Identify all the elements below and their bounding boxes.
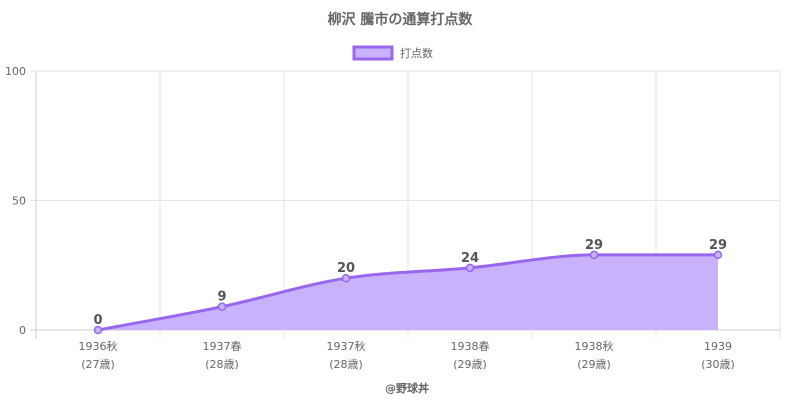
data-label-1: 9 — [217, 290, 226, 305]
data-point-2 — [341, 273, 351, 283]
x-tick-age-5: (30歳) — [701, 358, 735, 371]
x-tick-label-4: 1938秋 — [575, 339, 614, 353]
data-point-5 — [713, 250, 723, 260]
data-labels: 0 9 20 24 29 29 — [93, 238, 727, 328]
x-axis: 1936秋 (27歳) 1937春 (28歳) 1937秋 (28歳) 1938春 (29歳)… — [79, 339, 735, 371]
y-tick-label-50: 50 — [12, 195, 26, 208]
legend-swatch — [352, 45, 394, 61]
y-tick-label-0: 0 — [19, 324, 26, 337]
x-tick-age-0: (27歳) — [81, 358, 115, 371]
credit-text: @野球丼 — [385, 381, 429, 395]
data-label-3: 24 — [461, 251, 479, 266]
x-tick-age-1: (28歳) — [205, 358, 239, 371]
data-label-4: 29 — [585, 238, 603, 253]
series-打点数 — [93, 250, 723, 335]
x-tick-age-2: (28歳) — [329, 358, 363, 371]
data-point-4 — [589, 250, 599, 260]
x-tick-age-3: (29歳) — [453, 358, 487, 371]
x-tick-label-5: 1939 — [704, 340, 732, 353]
data-label-5: 29 — [709, 238, 727, 253]
chart-title: 柳沢 騰市の通算打点数 — [328, 11, 474, 28]
series-area — [98, 254, 718, 330]
x-tick-label-3: 1938春 — [451, 340, 490, 353]
x-tick-label-0: 1936秋 — [79, 339, 118, 353]
y-axis: 0 50 100 — [5, 65, 26, 337]
legend[interactable]: 打点数 — [352, 45, 433, 61]
series-line — [97, 253, 718, 332]
data-point-0 — [93, 325, 103, 335]
x-tick-age-4: (29歳) — [577, 358, 611, 371]
y-tick-label-100: 100 — [5, 65, 26, 78]
data-label-2: 20 — [337, 261, 355, 276]
data-point-3 — [465, 263, 475, 273]
x-tick-label-1: 1937春 — [203, 340, 242, 353]
data-point-1 — [217, 302, 227, 311]
x-tick-label-2: 1937秋 — [327, 339, 366, 353]
data-label-0: 0 — [93, 313, 102, 328]
legend-label: 打点数 — [400, 46, 433, 60]
